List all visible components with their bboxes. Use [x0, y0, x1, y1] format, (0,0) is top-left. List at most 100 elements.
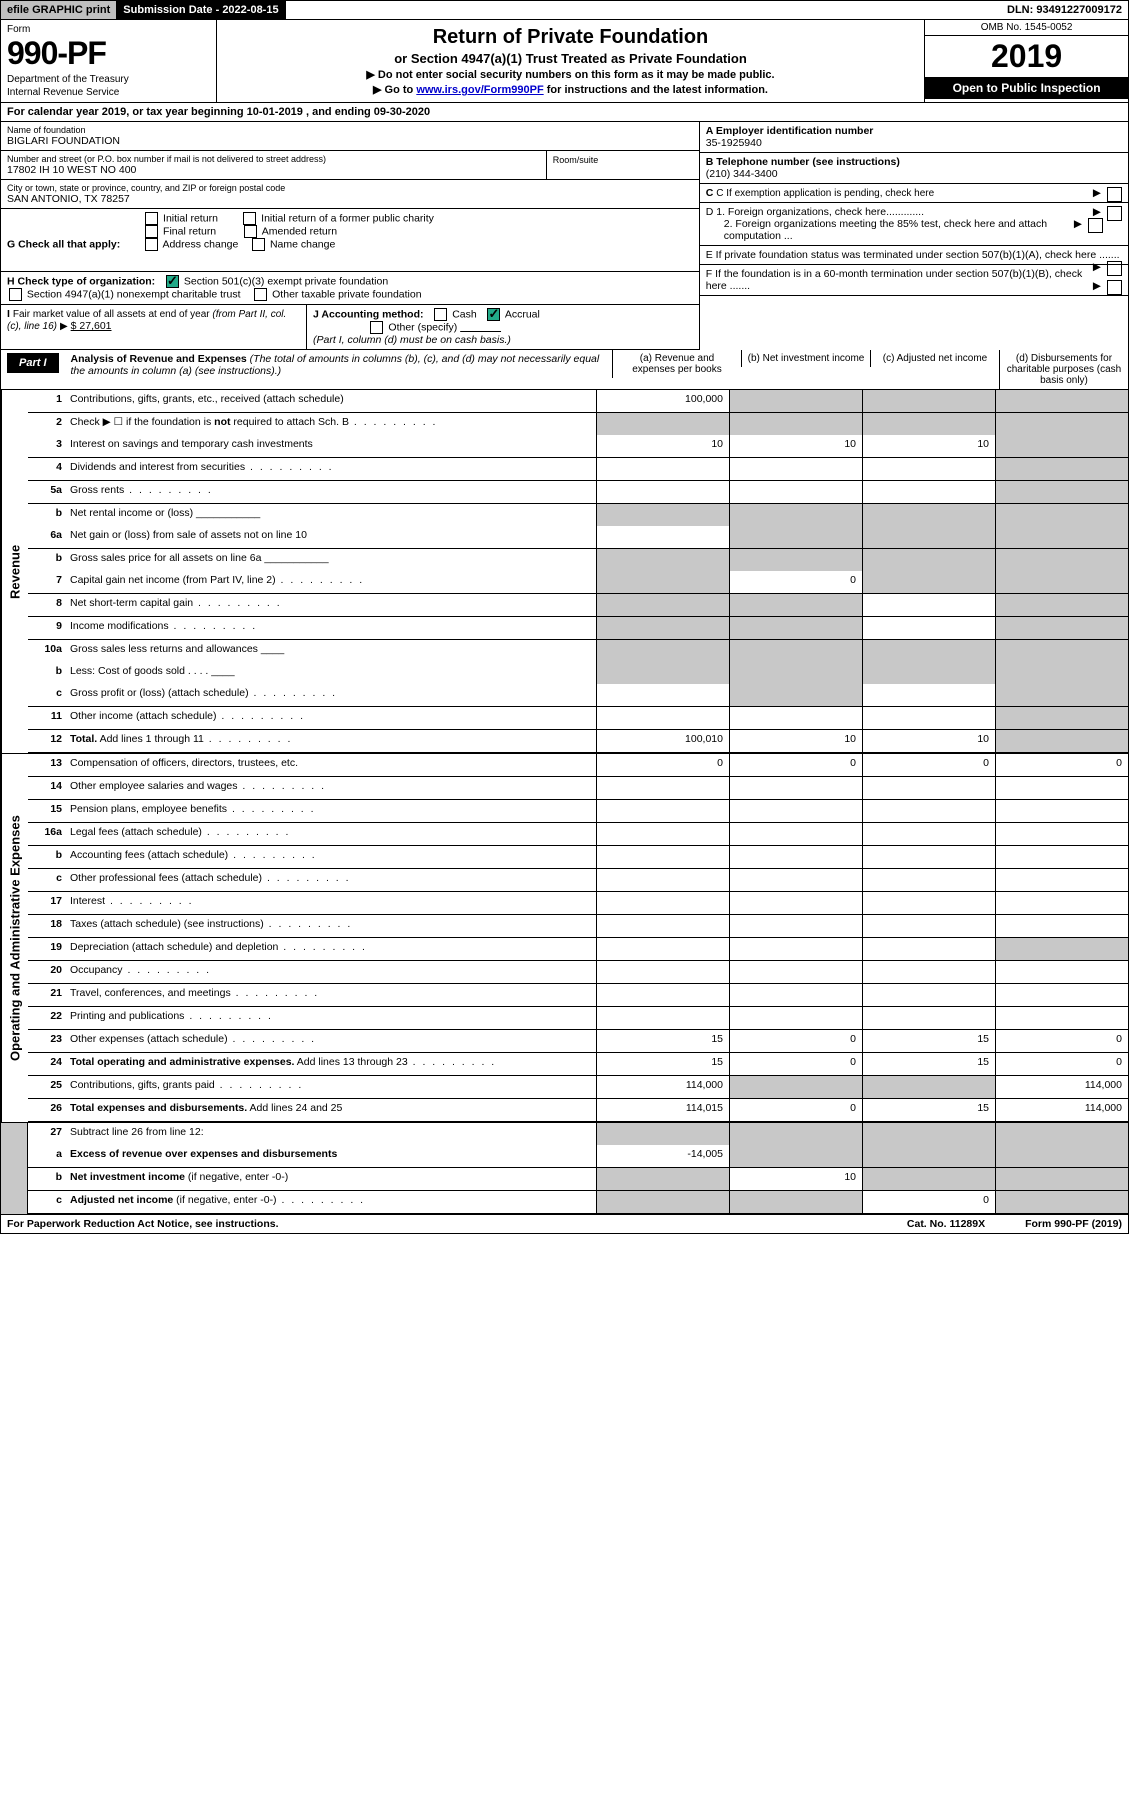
line-desc: Adjusted net income (if negative, enter … — [68, 1191, 596, 1213]
form-title: Return of Private Foundation — [227, 26, 914, 49]
col-c-value — [862, 571, 995, 593]
col-c-value — [862, 938, 995, 960]
table-row: 23Other expenses (attach schedule)150150 — [28, 1030, 1128, 1053]
other-taxable-checkbox[interactable] — [254, 288, 267, 301]
table-row: 25Contributions, gifts, grants paid114,0… — [28, 1076, 1128, 1099]
col-b-header: (b) Net investment income — [741, 350, 870, 367]
col-d-value — [995, 730, 1128, 752]
line-desc: Depreciation (attach schedule) and deple… — [68, 938, 596, 960]
col-d-value — [995, 1145, 1128, 1167]
line-number: 24 — [28, 1053, 68, 1075]
501c3-checkbox[interactable] — [166, 275, 179, 288]
4947a1-checkbox[interactable] — [9, 288, 22, 301]
col-c-value — [862, 684, 995, 706]
line-number: 3 — [28, 435, 68, 457]
line-number: 13 — [28, 754, 68, 776]
col-a-value — [596, 984, 729, 1006]
col-d-value — [995, 662, 1128, 684]
line-number: 9 — [28, 617, 68, 639]
line-number: 14 — [28, 777, 68, 799]
part1-header: Part I Analysis of Revenue and Expenses … — [0, 350, 1129, 390]
accrual-checkbox[interactable] — [487, 308, 500, 321]
arrow-icon — [60, 320, 71, 332]
ein-label: A Employer identification number — [706, 125, 874, 137]
col-d-value: 114,000 — [995, 1076, 1128, 1098]
spacer — [1, 1123, 28, 1214]
col-c-value — [862, 823, 995, 845]
col-b-value — [729, 640, 862, 662]
col-b-value — [729, 594, 862, 616]
other-method-checkbox[interactable] — [370, 321, 383, 334]
line-number: 10a — [28, 640, 68, 662]
col-c-value: 0 — [862, 1191, 995, 1213]
col-b-value — [729, 823, 862, 845]
col-d-value — [995, 390, 1128, 412]
col-b-value — [729, 707, 862, 729]
e-cell: E If private foundation status was termi… — [700, 246, 1128, 265]
year-block: OMB No. 1545-0052 2019 Open to Public In… — [924, 20, 1128, 102]
col-a-value — [596, 526, 729, 548]
line-desc: Occupancy — [68, 961, 596, 983]
col-b-value — [729, 1191, 862, 1213]
e-checkbox[interactable] — [1107, 261, 1122, 276]
form-number-block: Form 990-PF Department of the Treasury I… — [1, 20, 217, 102]
d1-checkbox[interactable] — [1107, 206, 1122, 221]
line-number: 22 — [28, 1007, 68, 1029]
col-d-value — [995, 1123, 1128, 1145]
col-d-value — [995, 1191, 1128, 1213]
initial-return-former-checkbox[interactable] — [243, 212, 256, 225]
line-desc: Legal fees (attach schedule) — [68, 823, 596, 845]
address-change-checkbox[interactable] — [145, 238, 158, 251]
col-c-value — [862, 1145, 995, 1167]
col-a-value — [596, 458, 729, 480]
f-checkbox[interactable] — [1107, 280, 1122, 295]
col-b-value — [729, 549, 862, 571]
table-row: cGross profit or (loss) (attach schedule… — [28, 684, 1128, 707]
col-a-value — [596, 1007, 729, 1029]
col-a-value — [596, 938, 729, 960]
efile-print-button[interactable]: efile GRAPHIC print — [1, 1, 117, 19]
col-a-value: 10 — [596, 435, 729, 457]
final-return-checkbox[interactable] — [145, 225, 158, 238]
line-desc: Subtract line 26 from line 12: — [68, 1123, 596, 1145]
col-d-value — [995, 915, 1128, 937]
line-desc: Net investment income (if negative, ente… — [68, 1168, 596, 1190]
col-c-value: 15 — [862, 1099, 995, 1121]
h-check-cell: H Check type of organization: Section 50… — [1, 272, 699, 305]
col-c-value: 15 — [862, 1030, 995, 1052]
cash-checkbox[interactable] — [434, 308, 447, 321]
line-number: 18 — [28, 915, 68, 937]
ein-value: 35-1925940 — [706, 137, 762, 149]
irs-link[interactable]: www.irs.gov/Form990PF — [416, 84, 543, 96]
line-number: b — [28, 549, 68, 571]
col-c-value — [862, 707, 995, 729]
name-change-checkbox[interactable] — [252, 238, 265, 251]
line-number: 5a — [28, 481, 68, 503]
arrow-icon: ▶ — [1093, 280, 1101, 292]
table-row: 11Other income (attach schedule) — [28, 707, 1128, 730]
col-d-value: 0 — [995, 1030, 1128, 1052]
col-b-value — [729, 961, 862, 983]
line-number: c — [28, 869, 68, 891]
col-d-value — [995, 938, 1128, 960]
address-value: 17802 IH 10 WEST NO 400 — [7, 164, 540, 176]
col-a-value: 114,015 — [596, 1099, 729, 1121]
c-checkbox[interactable] — [1107, 187, 1122, 202]
table-row: 24Total operating and administrative exp… — [28, 1053, 1128, 1076]
table-row: 4Dividends and interest from securities — [28, 458, 1128, 481]
c-exempt-cell: C C If exemption application is pending,… — [700, 184, 1128, 203]
col-c-value: 10 — [862, 730, 995, 752]
initial-return-checkbox[interactable] — [145, 212, 158, 225]
table-row: cAdjusted net income (if negative, enter… — [28, 1191, 1128, 1214]
amended-return-checkbox[interactable] — [244, 225, 257, 238]
col-a-value — [596, 846, 729, 868]
d2-checkbox[interactable] — [1088, 218, 1103, 233]
line-desc: Gross profit or (loss) (attach schedule) — [68, 684, 596, 706]
col-d-value — [995, 435, 1128, 457]
arrow-icon: ▶ — [1074, 218, 1082, 230]
line-number: 8 — [28, 594, 68, 616]
col-d-value — [995, 549, 1128, 571]
col-c-value — [862, 390, 995, 412]
revenue-section: Revenue 1Contributions, gifts, grants, e… — [0, 390, 1129, 754]
table-row: 10aGross sales less returns and allowanc… — [28, 640, 1128, 662]
